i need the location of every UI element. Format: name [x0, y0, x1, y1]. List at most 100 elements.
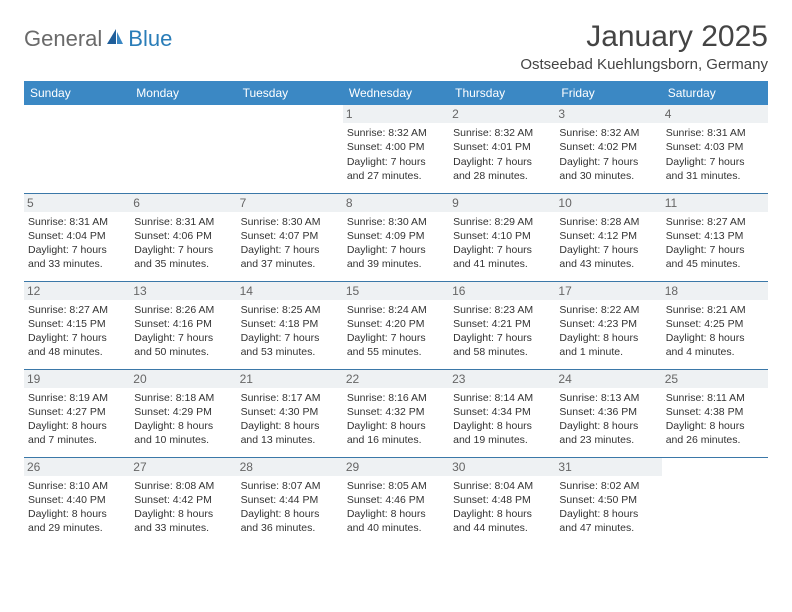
- day-number: 9: [449, 194, 555, 212]
- day-details: Sunrise: 8:27 AM Sunset: 4:15 PM Dayligh…: [28, 303, 126, 360]
- day-number: 28: [237, 458, 343, 476]
- day-details: Sunrise: 8:05 AM Sunset: 4:46 PM Dayligh…: [347, 479, 445, 536]
- day-details: Sunrise: 8:31 AM Sunset: 4:06 PM Dayligh…: [134, 215, 232, 272]
- day-number: 6: [130, 194, 236, 212]
- day-number: 13: [130, 282, 236, 300]
- day-details: Sunrise: 8:04 AM Sunset: 4:48 PM Dayligh…: [453, 479, 551, 536]
- day-header: Monday: [130, 81, 236, 105]
- day-number: 15: [343, 282, 449, 300]
- calendar-cell: 19 Sunrise: 8:19 AM Sunset: 4:27 PM Dayli…: [24, 369, 130, 457]
- calendar-cell: 15Sunrise: 8:24 AM Sunset: 4:20 PM Dayli…: [343, 281, 449, 369]
- calendar-table: SundayMondayTuesdayWednesdayThursdayFrid…: [24, 81, 768, 545]
- day-details: Sunrise: 8:32 AM Sunset: 4:00 PM Dayligh…: [347, 126, 445, 183]
- day-number: 21: [237, 370, 343, 388]
- day-number: 8: [343, 194, 449, 212]
- calendar-cell: 27 Sunrise: 8:08 AM Sunset: 4:42 PM Dayli…: [130, 457, 236, 545]
- day-number: 24: [555, 370, 661, 388]
- day-details: Sunrise: 8:32 AM Sunset: 4:01 PM Dayligh…: [453, 126, 551, 183]
- day-number: 16: [449, 282, 555, 300]
- calendar-cell: [130, 105, 236, 193]
- day-number: 25: [662, 370, 768, 388]
- calendar-cell: 28 Sunrise: 8:07 AM Sunset: 4:44 PM Dayli…: [237, 457, 343, 545]
- calendar-cell: 5 Sunrise: 8:31 AM Sunset: 4:04 PM Daylig…: [24, 193, 130, 281]
- calendar-cell: 21Sunrise: 8:17 AM Sunset: 4:30 PM Dayli…: [237, 369, 343, 457]
- day-number: 17: [555, 282, 661, 300]
- day-header: Friday: [555, 81, 661, 105]
- calendar-cell: 22Sunrise: 8:16 AM Sunset: 4:32 PM Dayli…: [343, 369, 449, 457]
- day-number: 31: [555, 458, 661, 476]
- calendar-cell: 2 Sunrise: 8:32 AM Sunset: 4:01 PM Daylig…: [449, 105, 555, 193]
- day-number: 5: [24, 194, 130, 212]
- day-details: Sunrise: 8:30 AM Sunset: 4:09 PM Dayligh…: [347, 215, 445, 272]
- day-number: 19: [24, 370, 130, 388]
- day-header: Wednesday: [343, 81, 449, 105]
- day-number: 30: [449, 458, 555, 476]
- day-details: Sunrise: 8:08 AM Sunset: 4:42 PM Dayligh…: [134, 479, 232, 536]
- calendar-week: 26Sunrise: 8:10 AM Sunset: 4:40 PM Dayli…: [24, 457, 768, 545]
- sail-icon: [105, 27, 125, 52]
- month-title: January 2025: [520, 20, 768, 54]
- calendar-cell: 10Sunrise: 8:28 AM Sunset: 4:12 PM Dayli…: [555, 193, 661, 281]
- day-number: 20: [130, 370, 236, 388]
- calendar-cell: [24, 105, 130, 193]
- day-details: Sunrise: 8:16 AM Sunset: 4:32 PM Dayligh…: [347, 391, 445, 448]
- day-details: Sunrise: 8:13 AM Sunset: 4:36 PM Dayligh…: [559, 391, 657, 448]
- calendar-cell: 24 Sunrise: 8:13 AM Sunset: 4:36 PM Dayli…: [555, 369, 661, 457]
- calendar-week: 19 Sunrise: 8:19 AM Sunset: 4:27 PM Dayli…: [24, 369, 768, 457]
- calendar-week: 12 Sunrise: 8:27 AM Sunset: 4:15 PM Dayli…: [24, 281, 768, 369]
- day-details: Sunrise: 8:32 AM Sunset: 4:02 PM Dayligh…: [559, 126, 657, 183]
- day-number: 14: [237, 282, 343, 300]
- day-details: Sunrise: 8:29 AM Sunset: 4:10 PM Dayligh…: [453, 215, 551, 272]
- calendar-cell: 18 Sunrise: 8:21 AM Sunset: 4:25 PM Dayli…: [662, 281, 768, 369]
- day-number: 18: [662, 282, 768, 300]
- day-number: 1: [343, 105, 449, 123]
- day-details: Sunrise: 8:31 AM Sunset: 4:04 PM Dayligh…: [28, 215, 126, 272]
- day-number: 12: [24, 282, 130, 300]
- calendar-cell: 12 Sunrise: 8:27 AM Sunset: 4:15 PM Dayli…: [24, 281, 130, 369]
- calendar-cell: 13 Sunrise: 8:26 AM Sunset: 4:16 PM Dayli…: [130, 281, 236, 369]
- calendar-header-row: SundayMondayTuesdayWednesdayThursdayFrid…: [24, 81, 768, 105]
- day-details: Sunrise: 8:25 AM Sunset: 4:18 PM Dayligh…: [241, 303, 339, 360]
- day-details: Sunrise: 8:23 AM Sunset: 4:21 PM Dayligh…: [453, 303, 551, 360]
- day-number: 3: [555, 105, 661, 123]
- day-details: Sunrise: 8:21 AM Sunset: 4:25 PM Dayligh…: [666, 303, 764, 360]
- calendar-cell: 25Sunrise: 8:11 AM Sunset: 4:38 PM Dayli…: [662, 369, 768, 457]
- day-details: Sunrise: 8:19 AM Sunset: 4:27 PM Dayligh…: [28, 391, 126, 448]
- calendar-cell: 8 Sunrise: 8:30 AM Sunset: 4:09 PM Daylig…: [343, 193, 449, 281]
- logo-text-blue: Blue: [128, 26, 172, 52]
- day-number: 11: [662, 194, 768, 212]
- logo: General Blue: [24, 26, 172, 52]
- day-details: Sunrise: 8:18 AM Sunset: 4:29 PM Dayligh…: [134, 391, 232, 448]
- calendar-cell: 16 Sunrise: 8:23 AM Sunset: 4:21 PM Dayli…: [449, 281, 555, 369]
- calendar-cell: 6 Sunrise: 8:31 AM Sunset: 4:06 PM Daylig…: [130, 193, 236, 281]
- day-details: Sunrise: 8:26 AM Sunset: 4:16 PM Dayligh…: [134, 303, 232, 360]
- calendar-cell: [237, 105, 343, 193]
- day-number: 27: [130, 458, 236, 476]
- day-number: 2: [449, 105, 555, 123]
- calendar-cell: 1 Sunrise: 8:32 AM Sunset: 4:00 PM Daylig…: [343, 105, 449, 193]
- day-number: 7: [237, 194, 343, 212]
- day-header: Saturday: [662, 81, 768, 105]
- day-details: Sunrise: 8:10 AM Sunset: 4:40 PM Dayligh…: [28, 479, 126, 536]
- calendar-cell: 29 Sunrise: 8:05 AM Sunset: 4:46 PM Dayli…: [343, 457, 449, 545]
- day-header: Thursday: [449, 81, 555, 105]
- calendar-cell: [662, 457, 768, 545]
- day-details: Sunrise: 8:27 AM Sunset: 4:13 PM Dayligh…: [666, 215, 764, 272]
- calendar-cell: 30 Sunrise: 8:04 AM Sunset: 4:48 PM Dayli…: [449, 457, 555, 545]
- calendar-cell: 9 Sunrise: 8:29 AM Sunset: 4:10 PM Daylig…: [449, 193, 555, 281]
- day-details: Sunrise: 8:02 AM Sunset: 4:50 PM Dayligh…: [559, 479, 657, 536]
- day-details: Sunrise: 8:07 AM Sunset: 4:44 PM Dayligh…: [241, 479, 339, 536]
- calendar-cell: 11 Sunrise: 8:27 AM Sunset: 4:13 PM Dayli…: [662, 193, 768, 281]
- day-details: Sunrise: 8:22 AM Sunset: 4:23 PM Dayligh…: [559, 303, 657, 360]
- day-details: Sunrise: 8:28 AM Sunset: 4:12 PM Dayligh…: [559, 215, 657, 272]
- calendar-cell: 7 Sunrise: 8:30 AM Sunset: 4:07 PM Daylig…: [237, 193, 343, 281]
- day-number: 29: [343, 458, 449, 476]
- title-block: January 2025 Ostseebad Kuehlungsborn, Ge…: [520, 20, 768, 73]
- day-number: 4: [662, 105, 768, 123]
- day-header: Tuesday: [237, 81, 343, 105]
- day-number: 23: [449, 370, 555, 388]
- logo-text-general: General: [24, 26, 102, 52]
- day-details: Sunrise: 8:30 AM Sunset: 4:07 PM Dayligh…: [241, 215, 339, 272]
- calendar-cell: 31 Sunrise: 8:02 AM Sunset: 4:50 PM Dayli…: [555, 457, 661, 545]
- day-details: Sunrise: 8:14 AM Sunset: 4:34 PM Dayligh…: [453, 391, 551, 448]
